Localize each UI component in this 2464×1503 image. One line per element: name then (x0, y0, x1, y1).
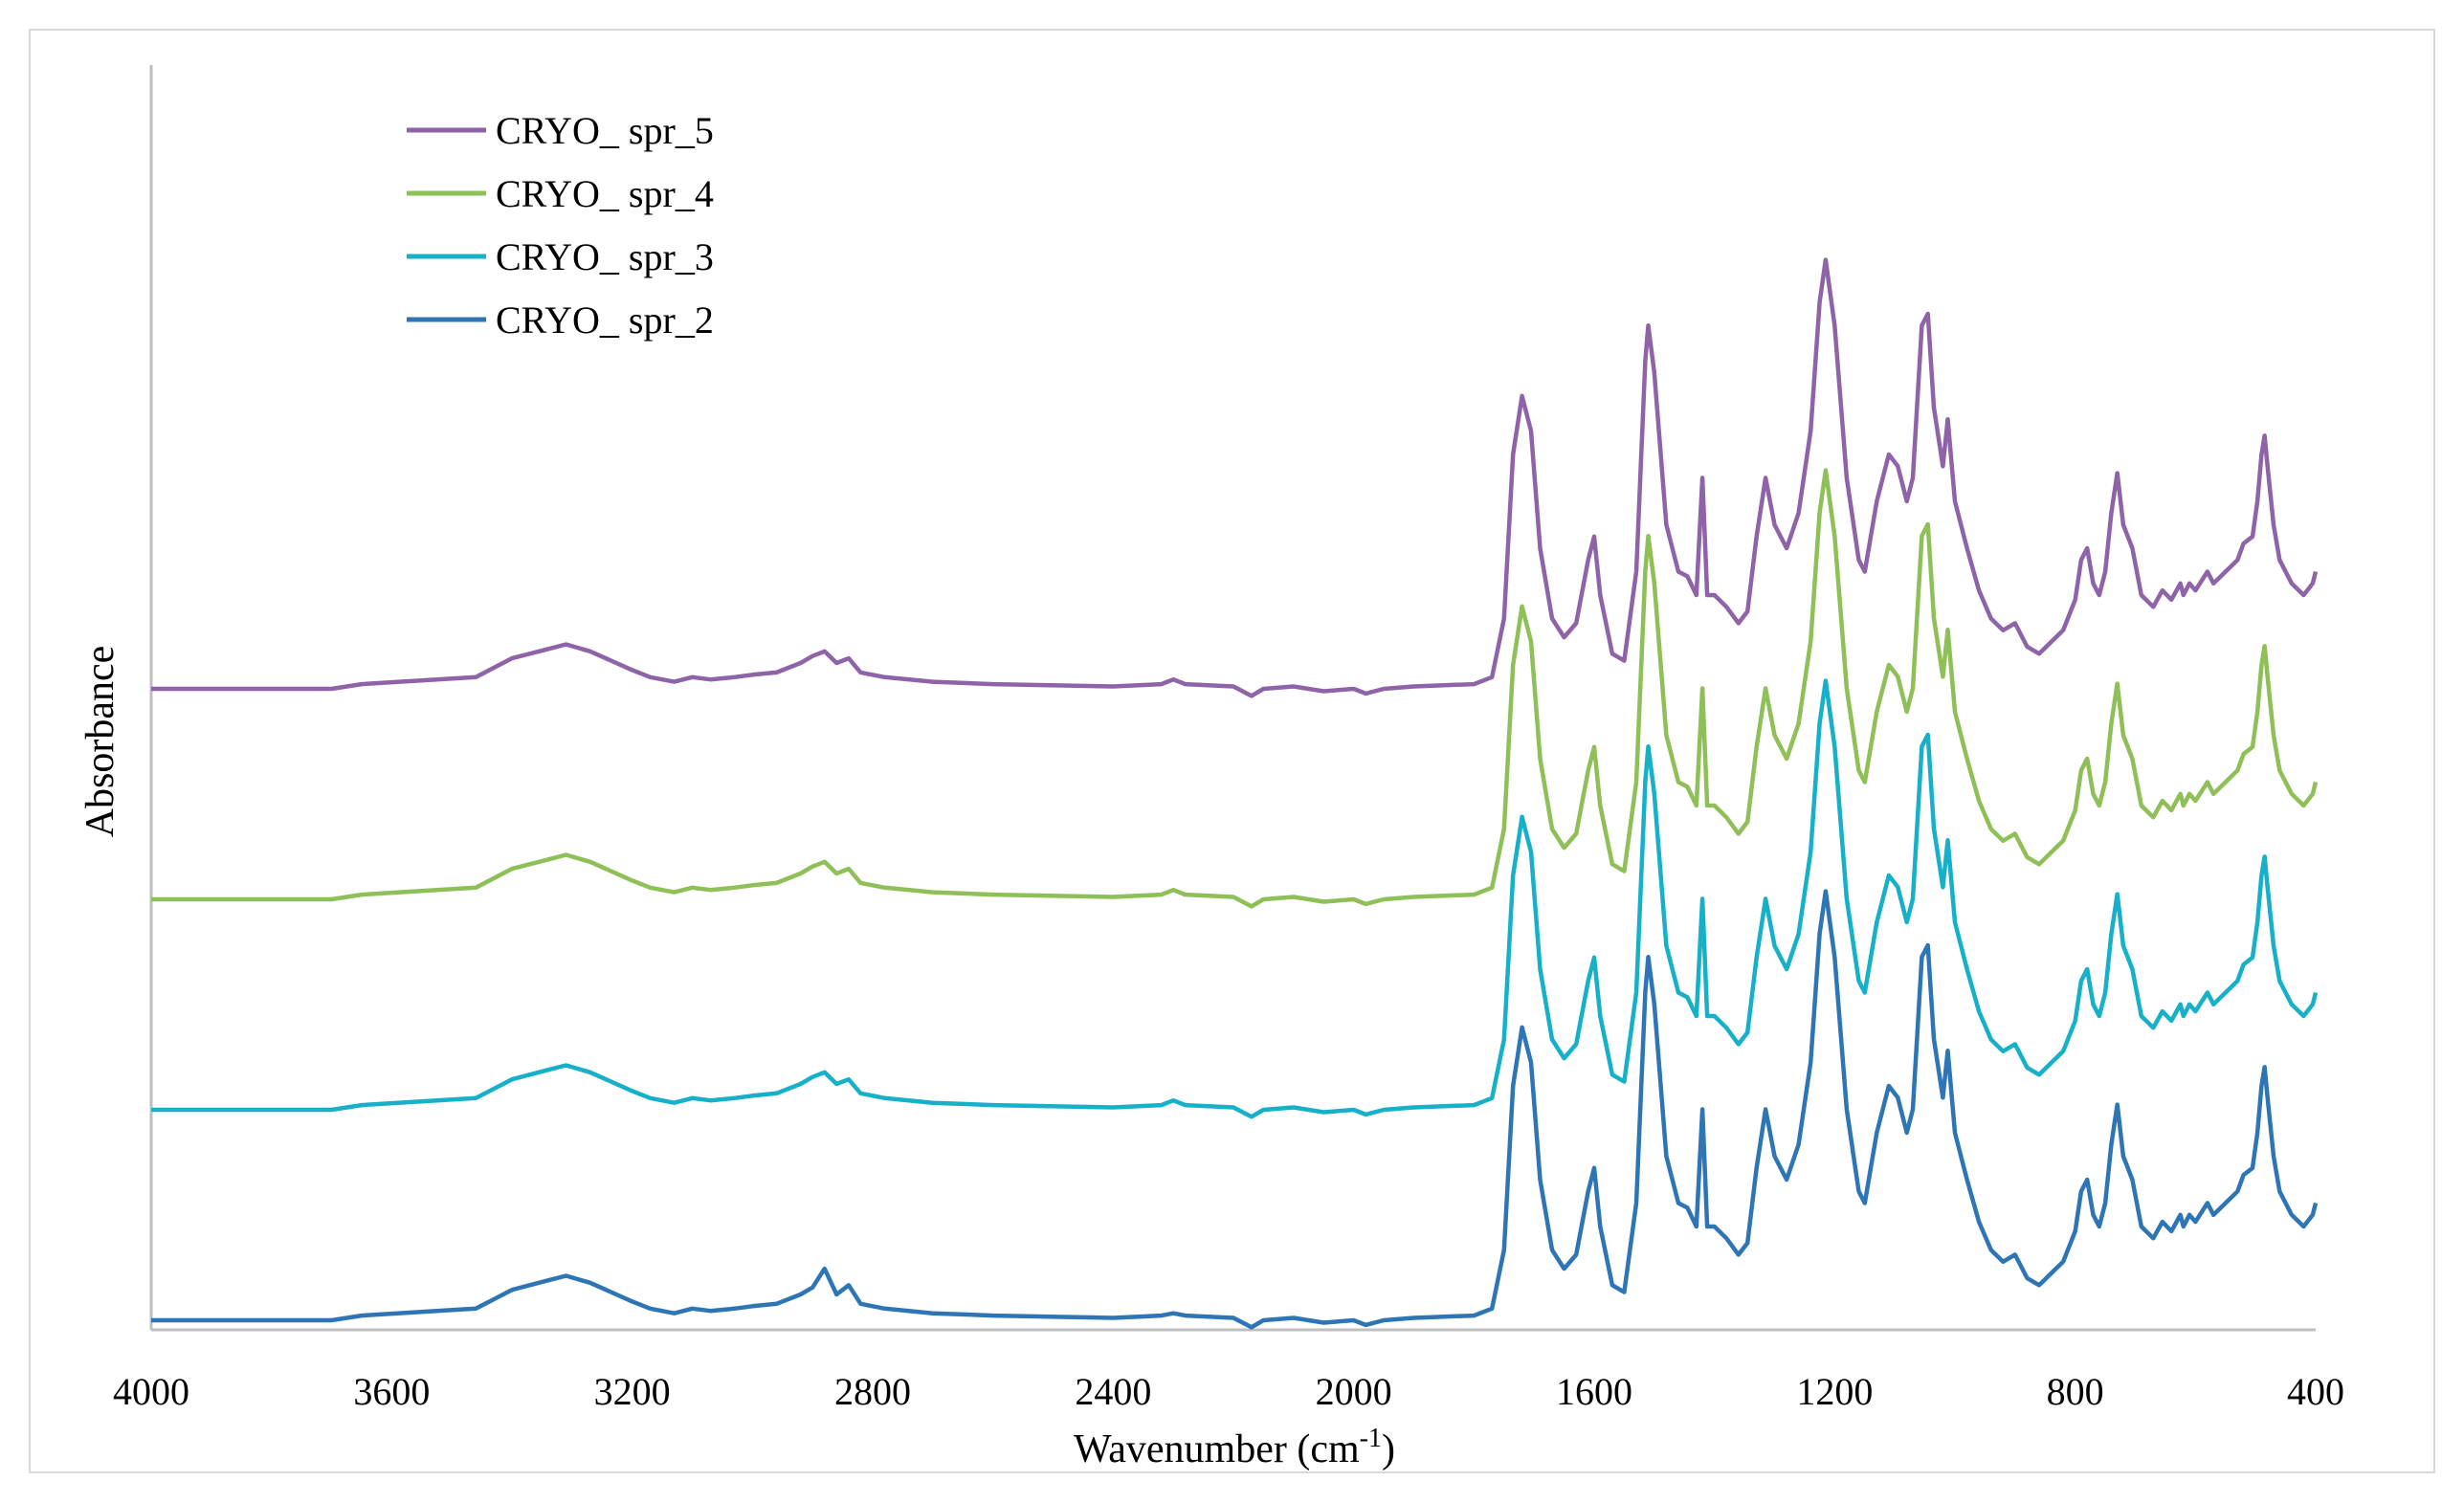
series-line-cryo-spr-4 (151, 468, 2319, 909)
x-tick-label-3200: 3200 (594, 1370, 671, 1413)
x-tick-label-2400: 2400 (1075, 1370, 1151, 1413)
y-axis-title: Absorbance (78, 646, 122, 838)
x-axis-title: Wavenumber (cm-1) (1074, 1424, 1395, 1471)
series-line-cryo-spr-5 (151, 257, 2319, 698)
x-tick-label-800: 800 (2047, 1370, 2104, 1413)
series-line-cryo-spr-2 (151, 889, 2319, 1330)
legend: CRYO_ spr_5 CRYO_ spr_4 CRYO_ spr_3 CRYO_ s… (407, 109, 714, 342)
chart-frame (29, 29, 2435, 1473)
x-axis-title-superscript: -1 (1360, 1424, 1382, 1453)
x-tick-label-1600: 1600 (1556, 1370, 1632, 1413)
legend-label: CRYO_ spr_5 (496, 109, 714, 152)
x-tick-label-2000: 2000 (1316, 1370, 1392, 1413)
x-axis-title-close: ) (1382, 1427, 1395, 1471)
axes (149, 65, 2316, 1332)
x-tick-label-4000: 4000 (113, 1370, 189, 1413)
x-tick-label-3600: 3600 (353, 1370, 430, 1413)
x-tick-label-1200: 1200 (1796, 1370, 1873, 1413)
legend-label: CRYO_ spr_3 (496, 235, 714, 278)
x-axis-title-main: Wavenumber (cm (1074, 1427, 1360, 1471)
series-line-cryo-spr-3 (151, 678, 2319, 1119)
series-layer (151, 257, 2319, 1330)
x-tick-label-400: 400 (2287, 1370, 2344, 1413)
x-tick-labels: 4000 3600 3200 2800 2400 2000 1600 1200 800 400 (113, 1370, 2344, 1413)
x-tick-label-2800: 2800 (834, 1370, 911, 1413)
legend-label: CRYO_ spr_2 (496, 298, 714, 342)
legend-label: CRYO_ spr_4 (496, 172, 714, 215)
